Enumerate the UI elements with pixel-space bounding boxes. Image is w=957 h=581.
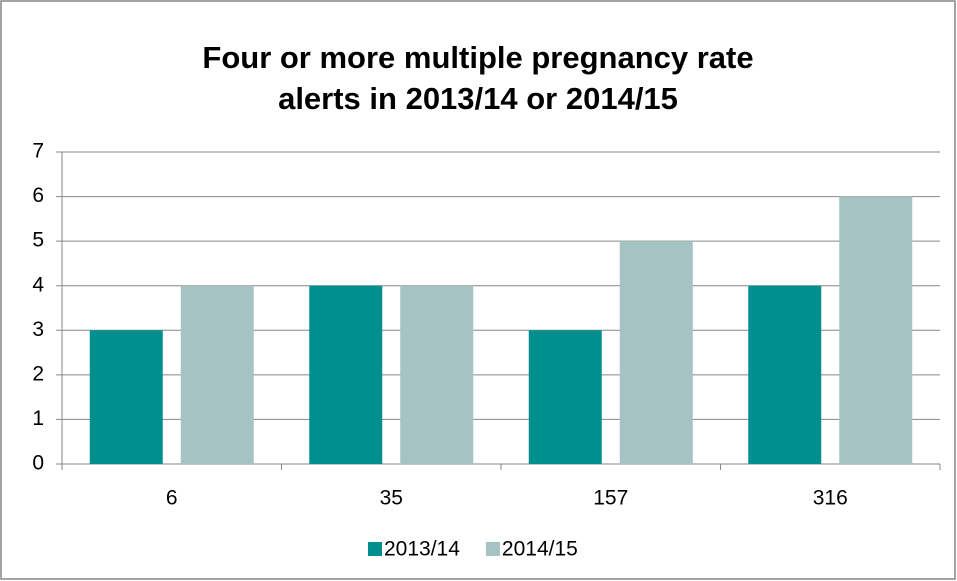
x-tick-label: 157 [593, 487, 628, 510]
bar [528, 330, 602, 464]
x-tick-label: 35 [380, 487, 403, 510]
y-tick-label: 3 [32, 318, 44, 341]
bar [309, 285, 383, 464]
legend-label: 2013/14 [384, 538, 460, 561]
bar [89, 330, 163, 464]
y-tick-label: 4 [32, 273, 44, 296]
bar [619, 241, 693, 464]
legend-swatch [485, 542, 500, 556]
y-tick-label: 2 [32, 362, 44, 385]
chart-title: Four or more multiple pregnancy rate [202, 40, 753, 75]
legend-swatch [368, 542, 382, 556]
y-tick-label: 6 [32, 184, 44, 207]
y-tick-label: 1 [32, 407, 44, 430]
bar [748, 285, 822, 464]
bar [400, 285, 474, 464]
bar [839, 196, 913, 465]
y-tick-label: 5 [32, 229, 44, 252]
x-tick-label: 6 [166, 487, 178, 510]
y-tick-label: 7 [32, 140, 44, 163]
legend-label: 2014/15 [502, 538, 578, 561]
chart-title: alerts in 2013/14 or 2014/15 [278, 81, 678, 116]
bar [180, 285, 254, 464]
x-tick-label: 316 [813, 487, 848, 510]
y-tick-label: 0 [32, 452, 44, 475]
